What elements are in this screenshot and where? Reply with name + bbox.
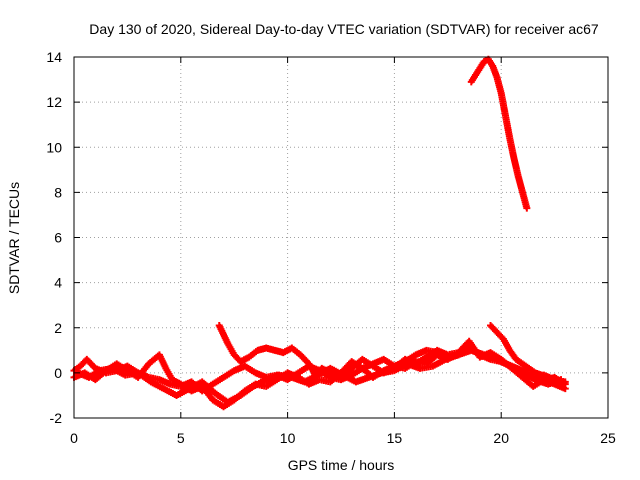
data-point <box>561 380 569 388</box>
y-tick-label: 2 <box>54 320 62 336</box>
data-point <box>465 342 473 350</box>
x-tick-label: 10 <box>280 430 296 446</box>
x-tick-label: 5 <box>177 430 185 446</box>
y-tick-label: 12 <box>46 94 62 110</box>
y-tick-label: 8 <box>54 184 62 200</box>
x-tick-label: 15 <box>387 430 403 446</box>
y-tick-label: 14 <box>46 49 62 65</box>
y-axis-label: SDTVAR / TECUs <box>6 182 22 294</box>
x-tick-label: 25 <box>600 430 616 446</box>
data-marks <box>70 55 569 411</box>
x-tick-label: 20 <box>493 430 509 446</box>
y-tick-label: 10 <box>46 139 62 155</box>
x-axis-label: GPS time / hours <box>288 457 395 473</box>
y-tick-label: 0 <box>54 365 62 381</box>
axis-ticks: 0 5 10 15 20 25 -2 0 2 4 6 8 10 12 14 <box>46 49 616 446</box>
y-tick-label: 6 <box>54 230 62 246</box>
x-tick-label: 0 <box>70 430 78 446</box>
y-tick-label: 4 <box>54 275 62 291</box>
y-tick-label: -2 <box>50 410 63 426</box>
chart-title: Day 130 of 2020, Sidereal Day-to-day VTE… <box>89 21 599 37</box>
data-point <box>523 204 531 212</box>
